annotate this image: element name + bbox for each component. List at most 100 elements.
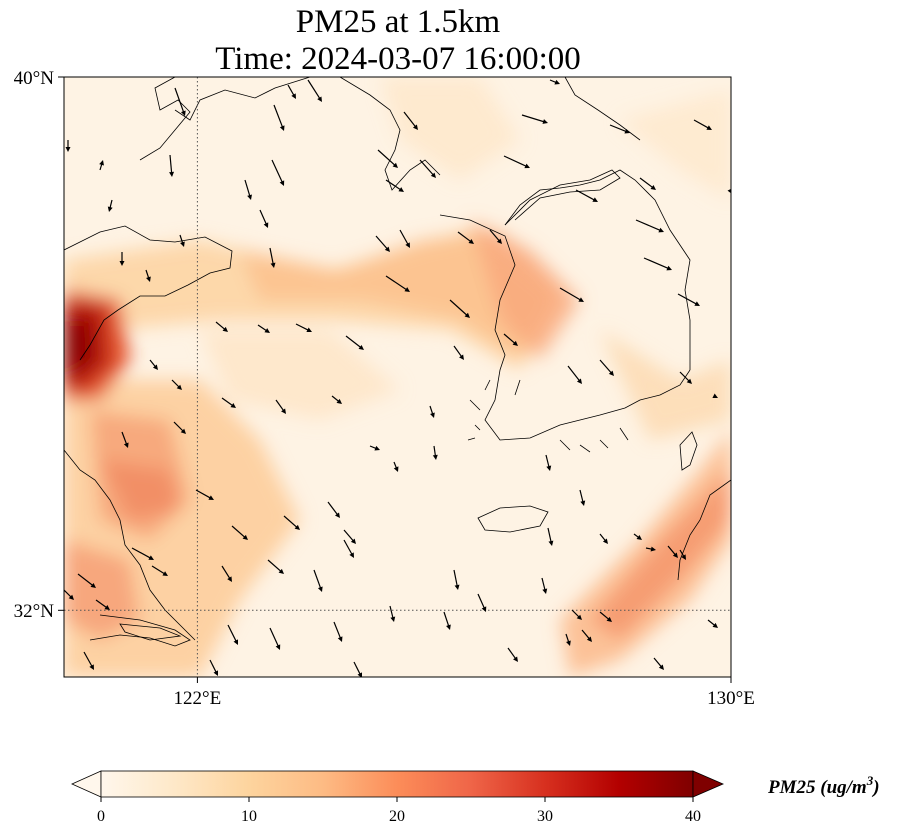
jiangsu-coast	[64, 449, 196, 641]
wind-arrow	[121, 431, 129, 448]
wind-arrow	[64, 589, 74, 600]
wind-arrow	[313, 569, 323, 592]
wind-arrow	[677, 293, 700, 306]
wind-arrow	[679, 371, 692, 384]
kyushu-coast	[677, 479, 731, 581]
colorbar: 0 10 20 30 40 PM25 (ug/m3)	[71, 770, 880, 825]
wind-arrow	[599, 359, 614, 376]
wind-arrow	[209, 659, 218, 676]
korea-islands-south	[559, 427, 629, 453]
wind-arrow	[173, 421, 186, 434]
wind-arrow	[259, 209, 269, 228]
wind-arrow	[345, 335, 364, 350]
wind-arrow	[195, 489, 214, 500]
wind-arrow	[307, 79, 322, 102]
lon-tick-122: 122°E	[174, 688, 222, 709]
wind-arrow	[269, 627, 281, 650]
wind-arrow	[221, 565, 232, 582]
wind-arrow	[477, 593, 487, 612]
korea-islands-west	[467, 379, 521, 441]
wind-arrow	[77, 573, 96, 588]
wind-arrow	[521, 114, 548, 124]
wind-arrow	[244, 179, 252, 200]
tsushima-island	[679, 431, 698, 471]
wind-arrow	[679, 549, 686, 560]
korea-east-coast	[504, 169, 691, 370]
wind-arrow	[174, 87, 186, 116]
colorbar-title-end: )	[871, 777, 879, 798]
wind-arrow	[609, 124, 630, 134]
wind-arrow	[541, 577, 548, 594]
wind-arrow	[145, 269, 151, 282]
colorbar-tick-0: 0	[97, 808, 105, 825]
lat-tick-40: 40°N	[14, 68, 55, 89]
wind-arrow	[273, 104, 285, 131]
wind-arrow	[399, 229, 410, 248]
lon-tick-130: 130°E	[707, 688, 755, 709]
pm25-field	[64, 77, 731, 677]
wind-arrow	[283, 515, 300, 530]
wind-arrow	[712, 393, 718, 398]
map-frame	[63, 76, 732, 678]
wind-arrow	[575, 189, 598, 202]
lat-tick-32: 32°N	[14, 601, 55, 622]
wind-arrow	[503, 333, 518, 346]
wind-arrow	[119, 252, 125, 266]
wind-arrow	[693, 119, 712, 130]
wind-arrow	[432, 445, 438, 460]
wind-arrow	[83, 651, 94, 670]
shandong-liaodong-coast	[64, 225, 233, 361]
wind-arrow	[343, 539, 354, 558]
colorbar-tick-20: 20	[389, 808, 405, 825]
colorbar-tick-10: 10	[241, 808, 257, 825]
wind-arrow	[547, 527, 554, 546]
wind-arrow	[643, 257, 672, 271]
wind-arrow	[151, 565, 168, 576]
wind-arrow	[429, 405, 435, 418]
wind-vectors	[64, 79, 731, 677]
coastlines	[64, 77, 731, 647]
wind-arrow	[287, 84, 296, 99]
wind-arrow	[579, 489, 586, 506]
wind-arrow	[95, 599, 110, 610]
wind-arrow	[393, 461, 399, 472]
wind-arrow	[503, 155, 530, 169]
wind-arrow	[453, 345, 464, 360]
yangtze-estuary	[89, 614, 191, 647]
colorbar-tick-marks	[100, 797, 694, 802]
wind-arrow	[645, 546, 656, 552]
north-coast	[174, 77, 311, 121]
wind-arrow	[267, 559, 284, 574]
wind-arrow	[131, 547, 154, 560]
colorbar-title-sup: 3	[866, 773, 874, 788]
wind-arrow	[221, 397, 236, 408]
bohai-coast	[139, 77, 191, 161]
colorbar-extend-max	[692, 770, 725, 798]
wind-arrow	[275, 399, 286, 414]
wind-arrow	[443, 611, 451, 630]
wind-arrow	[639, 177, 656, 190]
wind-arrow	[231, 525, 248, 540]
colorbar-title: PM25 (ug/m3)	[767, 773, 880, 798]
wind-arrow	[635, 219, 664, 233]
wind-arrow	[653, 657, 664, 670]
wind-arrow	[633, 533, 642, 540]
wind-arrow	[667, 545, 678, 558]
wind-arrow	[271, 159, 285, 186]
wind-arrow	[353, 661, 362, 677]
colorbar-tick-40: 40	[685, 808, 701, 825]
wind-arrow	[507, 647, 518, 662]
colorbar-extend-min	[71, 770, 102, 798]
wind-arrow	[107, 199, 113, 212]
wind-arrow	[169, 154, 175, 177]
wind-arrow	[215, 321, 228, 332]
wind-arrow	[385, 179, 404, 192]
korea-west-coast	[439, 214, 691, 441]
wind-arrow	[571, 609, 582, 620]
wind-arrow	[457, 231, 474, 244]
colorbar-body	[100, 770, 694, 798]
yangtze-island	[119, 623, 182, 641]
wind-arrow	[227, 624, 238, 645]
wind-arrow	[331, 395, 342, 404]
